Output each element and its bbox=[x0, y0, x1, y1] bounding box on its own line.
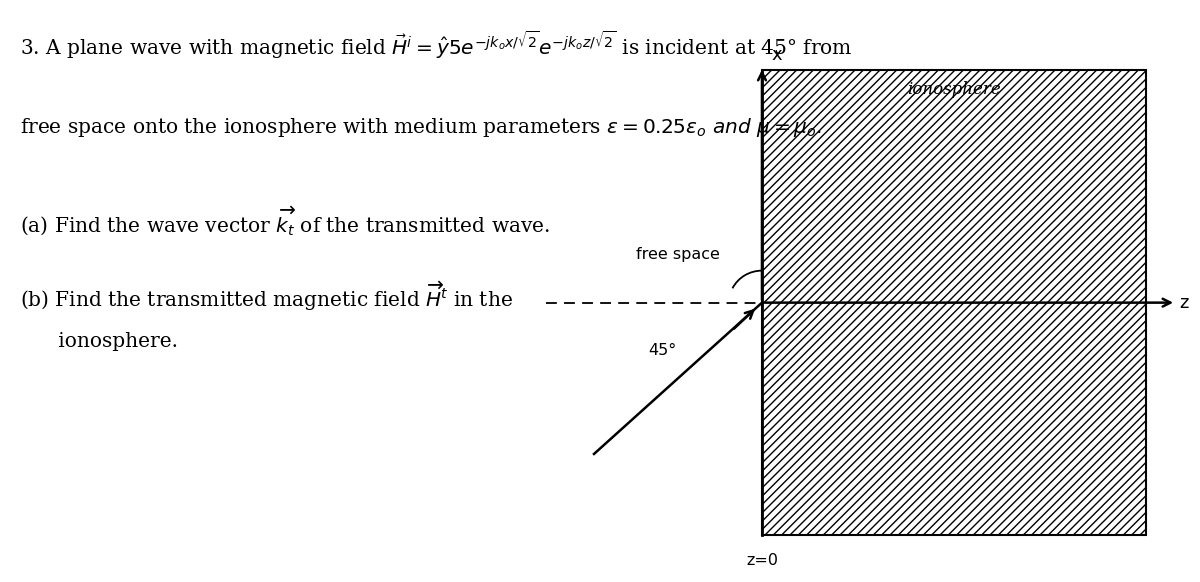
Text: 45°: 45° bbox=[648, 343, 677, 359]
Bar bbox=[762, 70, 1146, 535]
Text: ionosphere.: ionosphere. bbox=[20, 332, 179, 351]
Text: z=0: z=0 bbox=[746, 553, 778, 568]
Text: x: x bbox=[772, 46, 782, 64]
Text: ionosphere: ionosphere bbox=[907, 81, 1001, 98]
Text: 3. A plane wave with magnetic field $\vec{H}^i = \hat{y}5e^{-jk_ox/\sqrt{2}}e^{-: 3. A plane wave with magnetic field $\ve… bbox=[20, 29, 853, 61]
Text: free space onto the ionosphere with medium parameters $\varepsilon{=}0.25\vareps: free space onto the ionosphere with medi… bbox=[20, 116, 822, 140]
Text: z: z bbox=[1180, 294, 1189, 311]
Text: free space: free space bbox=[636, 247, 720, 262]
Text: (b) Find the transmitted magnetic field $\overrightarrow{H}^t$ in the: (b) Find the transmitted magnetic field … bbox=[20, 279, 514, 313]
Text: (a) Find the wave vector $\overrightarrow{k_t}$ of the transmitted wave.: (a) Find the wave vector $\overrightarro… bbox=[20, 204, 551, 236]
